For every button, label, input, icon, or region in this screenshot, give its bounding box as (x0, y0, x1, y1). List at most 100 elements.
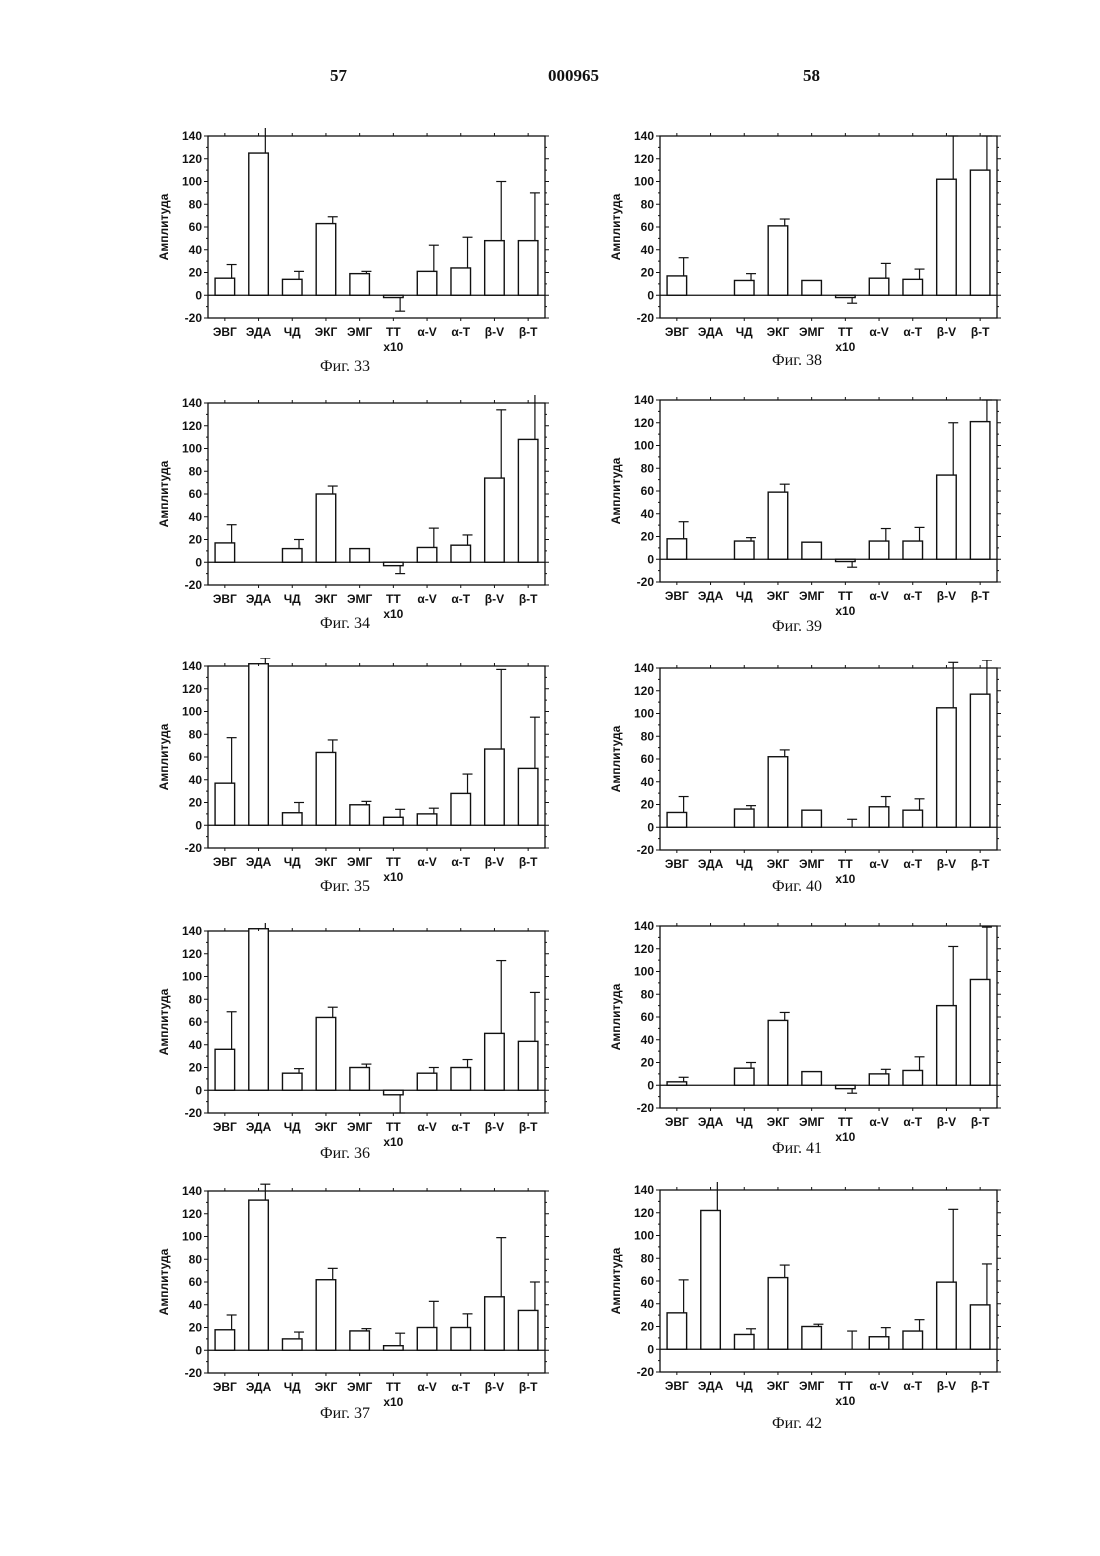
x-tick-label: ЭМГ (799, 1115, 825, 1129)
bar (316, 224, 336, 296)
bar (282, 549, 302, 563)
x-tick-label: β-V (937, 857, 956, 871)
bar (249, 929, 269, 1091)
y-tick-label: 140 (634, 129, 654, 143)
bar (417, 1328, 437, 1351)
y-tick-label: 60 (189, 750, 203, 764)
x-tick-label: ЭДА (246, 1120, 272, 1134)
y-axis-label: Амплитуда (157, 723, 171, 790)
bar-chart: 140120100806040200-20АмплитудаЭВГЭДАЧДЭК… (602, 1182, 1022, 1410)
x-tick-label: β-V (485, 855, 504, 869)
x-tick-label: ЧД (736, 1115, 753, 1129)
x-tick-label: ТТ (838, 325, 853, 339)
y-tick-label: 100 (634, 707, 654, 721)
bar (903, 279, 923, 295)
bar (734, 280, 754, 295)
x-tick-label: ЭВГ (665, 325, 689, 339)
bar (869, 278, 889, 295)
x10-sublabel: x10 (835, 340, 855, 354)
y-axis-label: Амплитуда (157, 988, 171, 1055)
chart-panel: 140120100806040200-20АмплитудаЭВГЭДАЧДЭК… (150, 1183, 570, 1411)
y-tick-label: 0 (647, 288, 654, 302)
x-tick-label: β-T (519, 1380, 538, 1394)
x-tick-label: α-V (869, 1379, 888, 1393)
y-tick-label: -20 (185, 1106, 203, 1120)
x-tick-label: ЭКГ (315, 325, 338, 339)
y-tick-label: -20 (637, 311, 655, 325)
x-tick-label: β-T (519, 592, 538, 606)
bar (836, 559, 856, 561)
y-tick-label: 0 (195, 1343, 202, 1357)
bar (215, 1049, 235, 1090)
bar-chart: 140120100806040200-20АмплитудаЭВГЭДАЧДЭК… (150, 128, 570, 356)
bar-chart: 140120100806040200-20АмплитудаЭВГЭДАЧДЭК… (602, 392, 1022, 620)
x-tick-label: ЭМГ (347, 855, 373, 869)
chart-panel: 140120100806040200-20АмплитудаЭВГЭДАЧДЭК… (602, 1182, 1022, 1410)
y-tick-label: 20 (641, 1320, 655, 1334)
y-axis-label: Амплитуда (609, 983, 623, 1050)
x-tick-label: β-V (485, 1380, 504, 1394)
bar (937, 1006, 957, 1086)
y-tick-label: 140 (182, 659, 202, 673)
y-tick-label: -20 (185, 1366, 203, 1380)
bar (485, 1297, 505, 1350)
figure-caption: Фиг. 36 (320, 1145, 370, 1163)
y-tick-label: -20 (185, 311, 203, 325)
y-tick-label: 140 (182, 396, 202, 410)
x-tick-label: ЭКГ (315, 1120, 338, 1134)
y-tick-label: 100 (182, 705, 202, 719)
bar (451, 1068, 471, 1091)
y-tick-label: 0 (195, 1083, 202, 1097)
x-tick-label: ТТ (838, 1379, 853, 1393)
y-tick-label: 120 (634, 416, 654, 430)
x-tick-label: ТТ (838, 857, 853, 871)
x-tick-label: α-V (869, 857, 888, 871)
bar (518, 1310, 538, 1350)
x-tick-label: β-T (971, 1379, 990, 1393)
bar (485, 478, 505, 562)
bar (768, 1278, 788, 1350)
x-tick-label: α-T (903, 1379, 922, 1393)
y-tick-label: -20 (185, 578, 203, 592)
y-tick-label: 20 (641, 530, 655, 544)
x-tick-label: ЭМГ (799, 589, 825, 603)
y-tick-label: -20 (637, 843, 655, 857)
y-tick-label: 0 (647, 820, 654, 834)
x-tick-label: α-T (451, 1380, 470, 1394)
y-tick-label: 60 (189, 1275, 203, 1289)
x-tick-label: α-V (417, 325, 436, 339)
figure-caption: Фиг. 37 (320, 1405, 370, 1423)
x-tick-label: α-T (451, 1120, 470, 1134)
x-tick-label: α-V (417, 1120, 436, 1134)
bar (350, 805, 370, 825)
bar (384, 1346, 404, 1351)
bar (384, 817, 404, 825)
x-tick-label: ЧД (736, 325, 753, 339)
x-tick-label: ЭКГ (767, 1115, 790, 1129)
x-tick-label: ЭМГ (347, 325, 373, 339)
x-tick-label: β-T (971, 589, 990, 603)
page-number-left: 57 (330, 66, 347, 86)
bar (518, 768, 538, 825)
y-tick-label: 140 (182, 1184, 202, 1198)
y-tick-label: -20 (637, 575, 655, 589)
bar (667, 539, 687, 559)
bar (937, 475, 957, 559)
x-tick-label: ЧД (736, 857, 753, 871)
y-tick-label: 80 (641, 987, 655, 1001)
bar (384, 1090, 404, 1095)
y-tick-label: 120 (634, 942, 654, 956)
y-tick-label: 120 (634, 684, 654, 698)
x-tick-label: ЭКГ (767, 1379, 790, 1393)
y-tick-label: 120 (634, 1206, 654, 1220)
chart-panel: 140120100806040200-20АмплитудаЭВГЭДАЧДЭК… (602, 128, 1022, 356)
y-tick-label: 40 (641, 1297, 655, 1311)
bar (485, 749, 505, 825)
x-tick-label: ТТ (838, 1115, 853, 1129)
y-tick-label: 80 (189, 992, 203, 1006)
chart-panel: 140120100806040200-20АмплитудаЭВГЭДАЧДЭК… (150, 658, 570, 886)
x-tick-label: α-T (451, 855, 470, 869)
y-axis-label: Амплитуда (609, 193, 623, 260)
x-tick-label: β-V (937, 1379, 956, 1393)
x-tick-label: α-V (869, 1115, 888, 1129)
